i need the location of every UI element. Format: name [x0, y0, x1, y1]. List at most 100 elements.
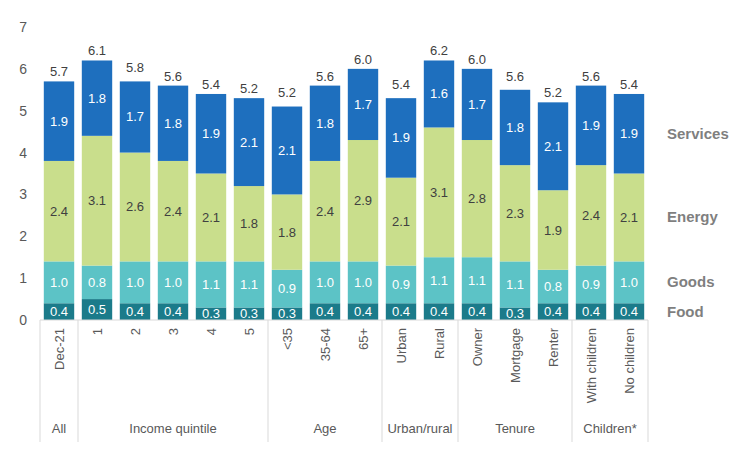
- segment-label: 2.1: [240, 135, 258, 150]
- total-label: 5.4: [202, 77, 220, 92]
- bar-segment: [462, 69, 492, 140]
- bar-segment: [234, 261, 264, 307]
- segment-label: 1.7: [468, 97, 486, 112]
- segment-label: 2.4: [582, 208, 600, 223]
- category-label: 2: [128, 328, 143, 335]
- category-label: Renter: [546, 327, 561, 367]
- segment-label: 0.8: [88, 275, 106, 290]
- segment-label: 0.9: [392, 277, 410, 292]
- bar-segment: [158, 303, 188, 320]
- group-separator: [572, 320, 573, 442]
- group-separator: [458, 320, 459, 442]
- segment-label: 1.8: [88, 91, 106, 106]
- total-label: 5.2: [278, 85, 296, 100]
- category-label: 5: [242, 328, 257, 335]
- segment-label: 1.9: [392, 130, 410, 145]
- y-tick-label: 1: [19, 270, 27, 286]
- segment-label: 0.5: [88, 302, 106, 317]
- segment-label: 1.8: [278, 225, 296, 240]
- bar-segment: [272, 107, 302, 195]
- bar-segment: [424, 127, 454, 257]
- segment-label: 1.1: [506, 277, 524, 292]
- segment-label: 1.0: [164, 275, 182, 290]
- total-label: 5.4: [620, 77, 638, 92]
- segment-label: 0.4: [354, 304, 372, 319]
- bar-segment: [424, 303, 454, 320]
- y-tick-label: 7: [19, 19, 27, 35]
- bar-segment: [424, 257, 454, 303]
- segment-label: 0.4: [468, 304, 486, 319]
- bar-segment: [348, 140, 378, 261]
- bar-segment: [310, 261, 340, 303]
- legend-label: Services: [667, 125, 729, 142]
- segment-label: 0.3: [506, 306, 524, 321]
- segment-label: 0.3: [240, 306, 258, 321]
- group-separator: [382, 320, 383, 442]
- segment-label: 1.6: [430, 86, 448, 101]
- total-label: 5.2: [240, 81, 258, 96]
- segment-label: 2.1: [392, 214, 410, 229]
- bar-segment: [120, 81, 150, 152]
- bar-segment: [44, 261, 74, 303]
- bar-segment: [500, 90, 530, 165]
- bar-segment: [386, 303, 416, 320]
- bar-segment: [272, 194, 302, 269]
- bar-segment: [576, 86, 606, 166]
- bar-segment: [538, 190, 568, 270]
- total-label: 5.4: [392, 77, 410, 92]
- bar-segment: [82, 60, 112, 135]
- total-label: 5.6: [316, 69, 334, 84]
- segment-label: 2.8: [468, 191, 486, 206]
- bar-segment: [44, 303, 74, 320]
- group-separator: [78, 320, 79, 442]
- total-label: 6.0: [468, 52, 486, 67]
- category-label: 1: [90, 328, 105, 335]
- legend: FoodGoodsEnergyServices: [667, 125, 729, 320]
- bar-segment: [234, 98, 264, 186]
- bar-segment: [158, 261, 188, 303]
- segment-label: 0.4: [126, 304, 144, 319]
- segment-label: 2.4: [316, 204, 334, 219]
- segment-label: 1.8: [316, 116, 334, 131]
- segment-label: 1.1: [240, 277, 258, 292]
- segment-label: 1.9: [202, 126, 220, 141]
- segment-label: 2.6: [126, 199, 144, 214]
- y-tick: [36, 152, 40, 153]
- segment-label: 0.8: [544, 279, 562, 294]
- groups: AllIncome quintileAgeUrban/ruralTenureCh…: [40, 320, 648, 442]
- segment-label: 2.9: [354, 193, 372, 208]
- total-label: 5.6: [506, 69, 524, 84]
- bar-segment: [614, 261, 644, 303]
- legend-label: Food: [667, 303, 704, 320]
- segment-label: 1.0: [354, 275, 372, 290]
- segment-label: 0.4: [164, 304, 182, 319]
- group-separator: [648, 320, 649, 442]
- category-label: Urban: [394, 328, 409, 363]
- bar-segment: [120, 303, 150, 320]
- bar-segment: [386, 178, 416, 266]
- group-separator: [40, 320, 41, 442]
- total-label: 5.6: [164, 69, 182, 84]
- category-label: <35: [280, 328, 295, 350]
- y-tick-label: 5: [19, 103, 27, 119]
- segment-label: 0.4: [582, 304, 600, 319]
- bar-segment: [272, 270, 302, 308]
- segment-label: 2.4: [50, 204, 68, 219]
- group-label: Income quintile: [129, 421, 216, 436]
- y-tick-label: 2: [19, 228, 27, 244]
- bar-segment: [82, 299, 112, 320]
- segment-label: 0.4: [392, 304, 410, 319]
- bar-segment: [576, 266, 606, 304]
- bar-segment: [82, 136, 112, 266]
- y-axis: 01234567: [19, 19, 40, 328]
- bar-segment: [386, 266, 416, 304]
- category-label: Dec-21: [52, 328, 67, 370]
- segment-label: 2.1: [544, 139, 562, 154]
- group-label: All: [52, 421, 67, 436]
- segment-label: 1.8: [164, 116, 182, 131]
- segment-label: 2.1: [620, 210, 638, 225]
- bar-segment: [500, 165, 530, 261]
- data-labels: 0.41.02.41.90.50.83.11.80.41.02.61.70.41…: [50, 43, 638, 321]
- segment-label: 1.1: [468, 273, 486, 288]
- total-label: 6.1: [88, 43, 106, 58]
